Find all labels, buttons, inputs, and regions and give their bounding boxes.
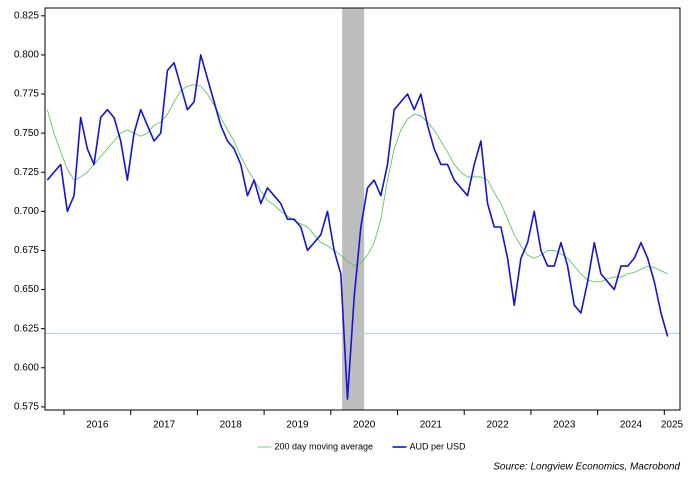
legend-label: 200 day moving average: [275, 441, 374, 451]
y-tick-label: 0.600: [14, 362, 39, 373]
x-tick-label: 2019: [286, 420, 309, 431]
x-tick-label: 2016: [86, 420, 109, 431]
x-tick-label: 2024: [620, 420, 643, 431]
shaded-period: [342, 8, 365, 410]
y-tick-label: 0.775: [14, 89, 39, 100]
x-tick-label: 2021: [420, 420, 443, 431]
source-note: Source: Longview Economics, Macrobond: [493, 462, 680, 473]
y-tick-label: 0.800: [14, 50, 39, 61]
y-tick-label: 0.650: [14, 284, 39, 295]
y-tick-label: 0.825: [14, 10, 39, 21]
y-tick-label: 0.575: [14, 402, 39, 413]
plot-frame: [44, 7, 681, 411]
x-tick-label: 2020: [353, 420, 376, 431]
x-tick-label: 2025: [661, 420, 684, 431]
y-tick-label: 0.625: [14, 323, 39, 334]
y-tick-label: 0.675: [14, 245, 39, 256]
x-tick-label: 2017: [153, 420, 176, 431]
series-line: [46, 54, 669, 400]
x-tick-label: 2023: [553, 420, 576, 431]
x-tick-label: 2018: [220, 420, 243, 431]
x-tick-label: 2022: [486, 420, 509, 431]
y-tick-label: 0.750: [14, 128, 39, 139]
y-tick-label: 0.700: [14, 206, 39, 217]
legend-label: AUD per USD: [410, 441, 467, 451]
y-tick-label: 0.725: [14, 167, 39, 178]
